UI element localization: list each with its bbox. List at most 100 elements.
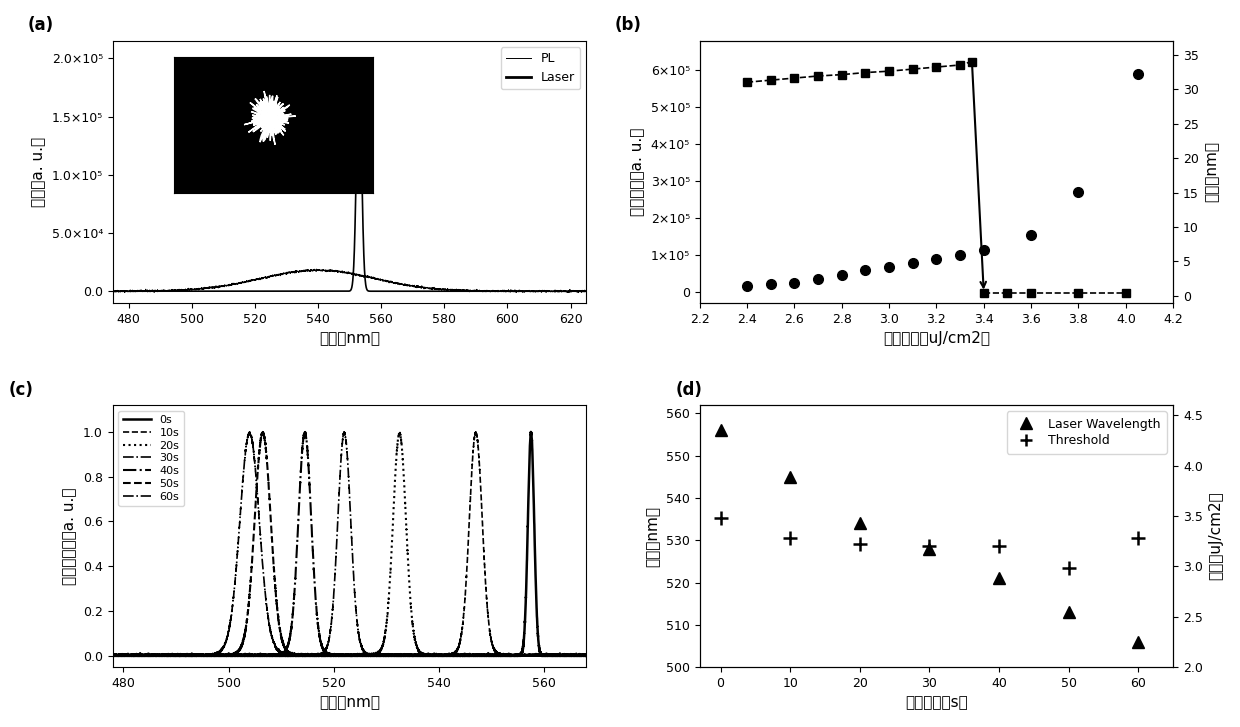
Text: (b): (b) [614,17,641,34]
Laser [308,287,322,296]
Y-axis label: 积分强度（a. u.）: 积分强度（a. u.） [630,128,645,216]
10s [108,651,123,659]
20s [392,427,407,436]
50s [105,651,120,660]
Threshold [782,534,797,542]
20s [589,651,604,660]
Laser Wavelength [713,426,728,435]
Line: 60s: 60s [113,432,596,656]
50s [255,427,270,436]
Line: 10s: 10s [113,432,596,656]
20s [200,651,215,660]
0s [523,427,538,436]
60s [200,650,215,659]
30s [589,651,604,660]
10s [105,651,120,660]
20s [108,651,123,660]
Legend: 0s, 10s, 20s, 30s, 40s, 50s, 60s: 0s, 10s, 20s, 30s, 40s, 50s, 60s [118,411,184,506]
PL [308,266,322,275]
PL [570,288,585,297]
Line: 40s: 40s [113,432,596,656]
20s [134,651,149,660]
Threshold [713,513,728,522]
Y-axis label: 阈値（uJ/cm2）: 阈値（uJ/cm2） [1208,491,1224,580]
30s [134,651,149,660]
PL [286,268,301,277]
Laser [286,287,301,296]
Line: Threshold: Threshold [713,511,1146,575]
Y-axis label: 波长（nm）: 波长（nm） [645,505,661,566]
Y-axis label: 幅度（nm）: 幅度（nm） [1204,141,1219,202]
Laser [569,287,584,296]
60s [134,651,149,660]
40s [342,651,357,660]
10s [564,651,579,660]
Y-axis label: 归一化强度（a. u.）: 归一化强度（a. u.） [62,487,77,585]
40s [125,651,140,660]
0s [342,651,357,659]
Line: PL: PL [113,269,587,292]
10s [342,651,357,659]
40s [108,651,123,660]
60s [108,651,123,660]
Laser [518,287,533,296]
Laser Wavelength [1061,608,1076,616]
0s [564,651,579,660]
X-axis label: 波长（nm）: 波长（nm） [319,331,379,346]
0s [105,651,120,660]
Legend: PL, Laser: PL, Laser [501,47,580,89]
0s [105,651,120,659]
Laser [159,287,174,296]
Laser [187,287,202,296]
X-axis label: 泵浦能量（uJ/cm2）: 泵浦能量（uJ/cm2） [883,331,990,346]
30s [336,427,351,436]
Laser Wavelength [782,473,797,481]
50s [200,651,215,660]
10s [200,651,215,659]
30s [125,651,140,659]
30s [108,651,123,660]
Threshold [1131,534,1146,542]
60s [125,651,140,660]
Laser Wavelength [852,519,867,528]
50s [134,651,149,660]
60s [589,651,604,660]
20s [342,651,357,659]
40s [134,651,149,659]
Legend: Laser Wavelength, Threshold: Laser Wavelength, Threshold [1007,411,1167,454]
PL [309,265,324,273]
Y-axis label: 强度（a. u.）: 强度（a. u.） [31,137,46,207]
10s [125,651,140,660]
60s [564,651,579,660]
30s [564,651,579,660]
Line: Laser Wavelength: Laser Wavelength [714,424,1145,648]
50s [342,651,357,660]
0s [589,651,604,660]
Line: 30s: 30s [113,432,596,656]
PL [579,287,594,296]
0s [200,651,215,660]
PL [105,286,120,295]
Threshold [992,542,1007,550]
40s [564,651,579,659]
PL [569,287,584,296]
Laser [351,63,366,71]
30s [200,651,215,660]
Text: (c): (c) [9,380,33,398]
40s [589,651,604,660]
10s [589,651,604,659]
Threshold [1061,564,1076,573]
Laser Wavelength [923,545,937,553]
60s [242,427,257,436]
50s [108,651,123,660]
60s [342,651,357,660]
10s [105,651,120,659]
50s [589,651,604,659]
X-axis label: 刻蚀时间（s）: 刻蚀时间（s） [905,695,967,710]
20s [105,651,120,660]
PL [159,286,174,295]
30s [105,651,120,660]
20s [564,651,579,660]
50s [105,651,120,659]
40s [105,651,120,660]
